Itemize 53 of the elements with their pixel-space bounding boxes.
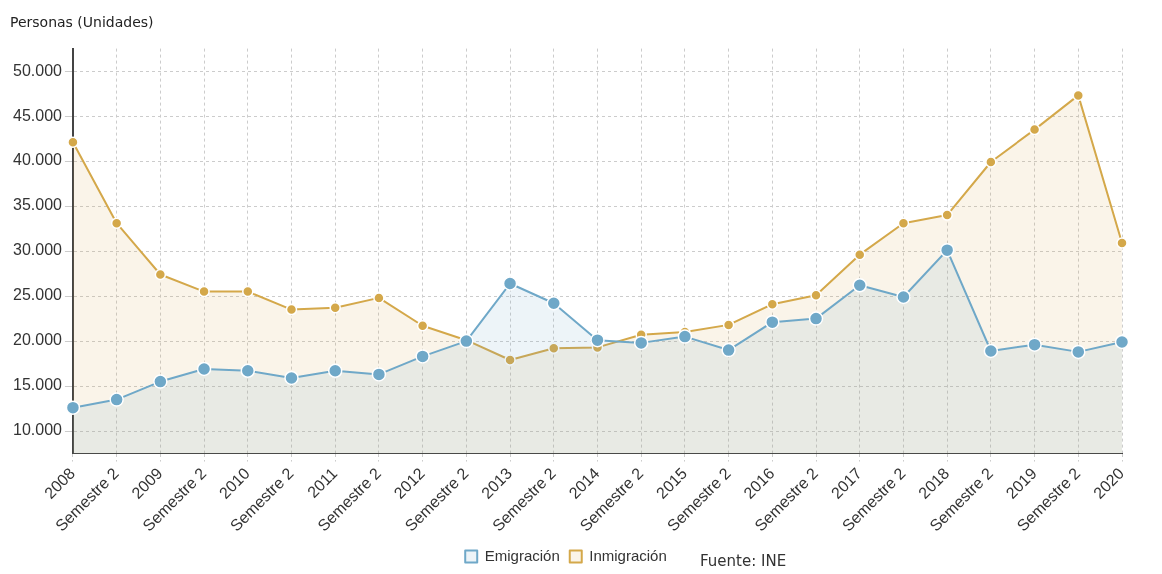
point bbox=[285, 303, 298, 316]
y-tick-label: 45.000 bbox=[13, 106, 63, 124]
point bbox=[109, 392, 124, 407]
point bbox=[939, 242, 955, 258]
point bbox=[985, 156, 997, 168]
point bbox=[416, 320, 429, 332]
legend-label: Emigración bbox=[484, 546, 560, 564]
point bbox=[240, 363, 256, 379]
point bbox=[65, 400, 81, 415]
point bbox=[1028, 123, 1041, 136]
y-tick-label: 25.000 bbox=[13, 286, 63, 304]
point bbox=[1114, 334, 1130, 350]
point bbox=[196, 361, 212, 377]
point bbox=[765, 314, 780, 330]
y-tick-label: 15.000 bbox=[13, 376, 63, 394]
point bbox=[633, 335, 649, 351]
point bbox=[371, 367, 387, 382]
point bbox=[721, 342, 736, 358]
point bbox=[154, 268, 167, 281]
legend-label: Inmigración bbox=[589, 546, 667, 564]
point bbox=[67, 136, 79, 148]
point bbox=[941, 209, 953, 221]
source-note: Fuente: INE bbox=[700, 552, 787, 570]
point bbox=[722, 319, 735, 331]
point bbox=[284, 370, 299, 386]
point bbox=[329, 302, 341, 314]
y-tick-label: 30.000 bbox=[13, 241, 63, 259]
y-tick-label: 40.000 bbox=[13, 151, 63, 169]
point bbox=[546, 296, 562, 311]
point bbox=[808, 311, 824, 326]
point bbox=[897, 217, 910, 229]
point bbox=[373, 292, 385, 304]
point bbox=[983, 343, 999, 359]
point bbox=[327, 363, 343, 379]
point bbox=[1116, 237, 1128, 249]
point bbox=[1027, 337, 1042, 352]
point bbox=[852, 278, 867, 293]
point bbox=[810, 289, 822, 301]
y-tick-label: 10.000 bbox=[13, 421, 63, 439]
point bbox=[548, 342, 560, 355]
y-tick-label: 50.000 bbox=[13, 61, 63, 79]
point bbox=[502, 276, 518, 291]
y-axis-title: Personas (Unidades) bbox=[10, 14, 154, 30]
point bbox=[590, 332, 605, 348]
point bbox=[504, 354, 516, 366]
point bbox=[415, 349, 430, 364]
point bbox=[677, 329, 693, 344]
point bbox=[896, 289, 911, 305]
point bbox=[242, 285, 254, 298]
point bbox=[153, 374, 168, 389]
y-tick-label: 20.000 bbox=[13, 331, 63, 349]
y-tick-label: 35.000 bbox=[13, 196, 63, 214]
point bbox=[1071, 344, 1086, 360]
